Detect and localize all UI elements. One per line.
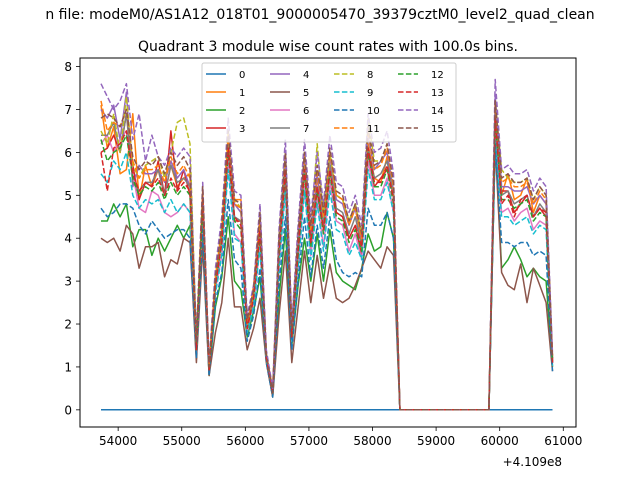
y-tick-label: 2 bbox=[64, 318, 72, 332]
legend-label-13: 13 bbox=[431, 88, 444, 99]
legend-label-1: 1 bbox=[239, 88, 245, 99]
legend-label-12: 12 bbox=[431, 70, 444, 81]
x-tick-label: 61000 bbox=[544, 434, 582, 448]
legend-label-5: 5 bbox=[303, 88, 309, 99]
y-tick-label: 4 bbox=[64, 232, 72, 246]
y-tick-label: 8 bbox=[64, 60, 72, 74]
y-tick-label: 3 bbox=[64, 275, 72, 289]
chart-title: Quadrant 3 module wise count rates with … bbox=[138, 39, 518, 55]
legend-box bbox=[201, 62, 457, 143]
x-tick-label: 60000 bbox=[481, 434, 519, 448]
legend-label-10: 10 bbox=[367, 106, 380, 117]
y-tick-label: 1 bbox=[64, 360, 72, 374]
x-tick-label: 57000 bbox=[290, 434, 328, 448]
x-tick-label: 59000 bbox=[417, 434, 455, 448]
series-line-10 bbox=[100, 143, 554, 411]
legend-label-9: 9 bbox=[367, 88, 373, 99]
legend-label-8: 8 bbox=[367, 70, 373, 81]
axes-layer: 54000 55000 56000 57000 58000 59000 60000 61000… bbox=[64, 60, 582, 448]
legend-label-2: 2 bbox=[239, 106, 245, 117]
y-tick-label: 7 bbox=[64, 103, 72, 117]
x-tick-label: 55000 bbox=[163, 434, 201, 448]
legend-label-11: 11 bbox=[367, 124, 380, 135]
y-tick-label: 0 bbox=[64, 403, 72, 417]
x-axis-offset-label: +4.109e8 bbox=[503, 455, 562, 469]
plot-frame bbox=[79, 57, 577, 428]
x-tick-label: 58000 bbox=[353, 434, 391, 448]
legend-label-3: 3 bbox=[239, 124, 245, 135]
x-tick-label: 54000 bbox=[99, 434, 137, 448]
y-tick-label: 5 bbox=[64, 189, 72, 203]
y-tick-label: 6 bbox=[64, 146, 72, 160]
legend-label-0: 0 bbox=[239, 70, 245, 81]
series-line-15 bbox=[100, 100, 554, 411]
x-tick-label: 56000 bbox=[226, 434, 264, 448]
legend-label-14: 14 bbox=[431, 106, 444, 117]
legend-label-4: 4 bbox=[303, 70, 309, 81]
legend-label-7: 7 bbox=[303, 124, 309, 135]
series-layer bbox=[100, 78, 554, 411]
figure-suptitle: n file: modeM0/AS1A12_018T01_9000005470_… bbox=[45, 7, 594, 23]
legend-label-15: 15 bbox=[431, 124, 444, 135]
legend-label-6: 6 bbox=[303, 106, 309, 117]
